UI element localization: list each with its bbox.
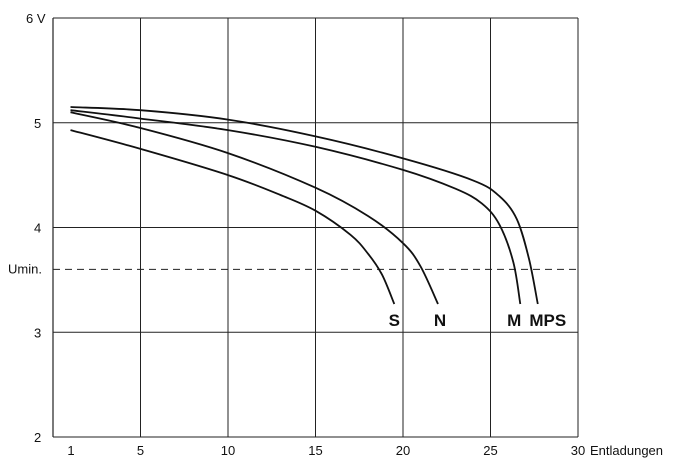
- grid: [52, 17, 579, 438]
- x-tick-label: 30: [571, 443, 585, 458]
- y-tick-labels: 2 3 4 5 6 V: [26, 11, 46, 445]
- y-tick-label: 4: [34, 221, 41, 236]
- series-label-n: N: [434, 311, 446, 330]
- y-tick-label: 3: [34, 325, 41, 340]
- curves: S N M MPS: [70, 106, 566, 330]
- series-line-n: [70, 111, 439, 305]
- x-tick-label: 10: [221, 443, 235, 458]
- x-tick-label: 1: [67, 443, 74, 458]
- series-line-s: [70, 129, 396, 305]
- y-tick-label: 6 V: [26, 11, 46, 26]
- umin-reference: Umin.: [8, 261, 578, 276]
- x-tick-label: 15: [308, 443, 322, 458]
- x-tick-label: 5: [137, 443, 144, 458]
- series-line-m: [70, 109, 522, 305]
- series-label-s: S: [389, 311, 400, 330]
- x-tick-label: 25: [483, 443, 497, 458]
- x-axis-label: Entladungen: [590, 443, 663, 458]
- y-tick-label: 2: [34, 430, 41, 445]
- x-tick-labels: 1 5 10 15 20 25 30: [67, 443, 585, 458]
- y-tick-label: 5: [34, 116, 41, 131]
- series-label-m: M: [507, 311, 521, 330]
- series-label-mps: MPS: [529, 311, 566, 330]
- x-tick-label: 20: [396, 443, 410, 458]
- series-line-mps: [70, 106, 539, 305]
- umin-label: Umin.: [8, 261, 42, 276]
